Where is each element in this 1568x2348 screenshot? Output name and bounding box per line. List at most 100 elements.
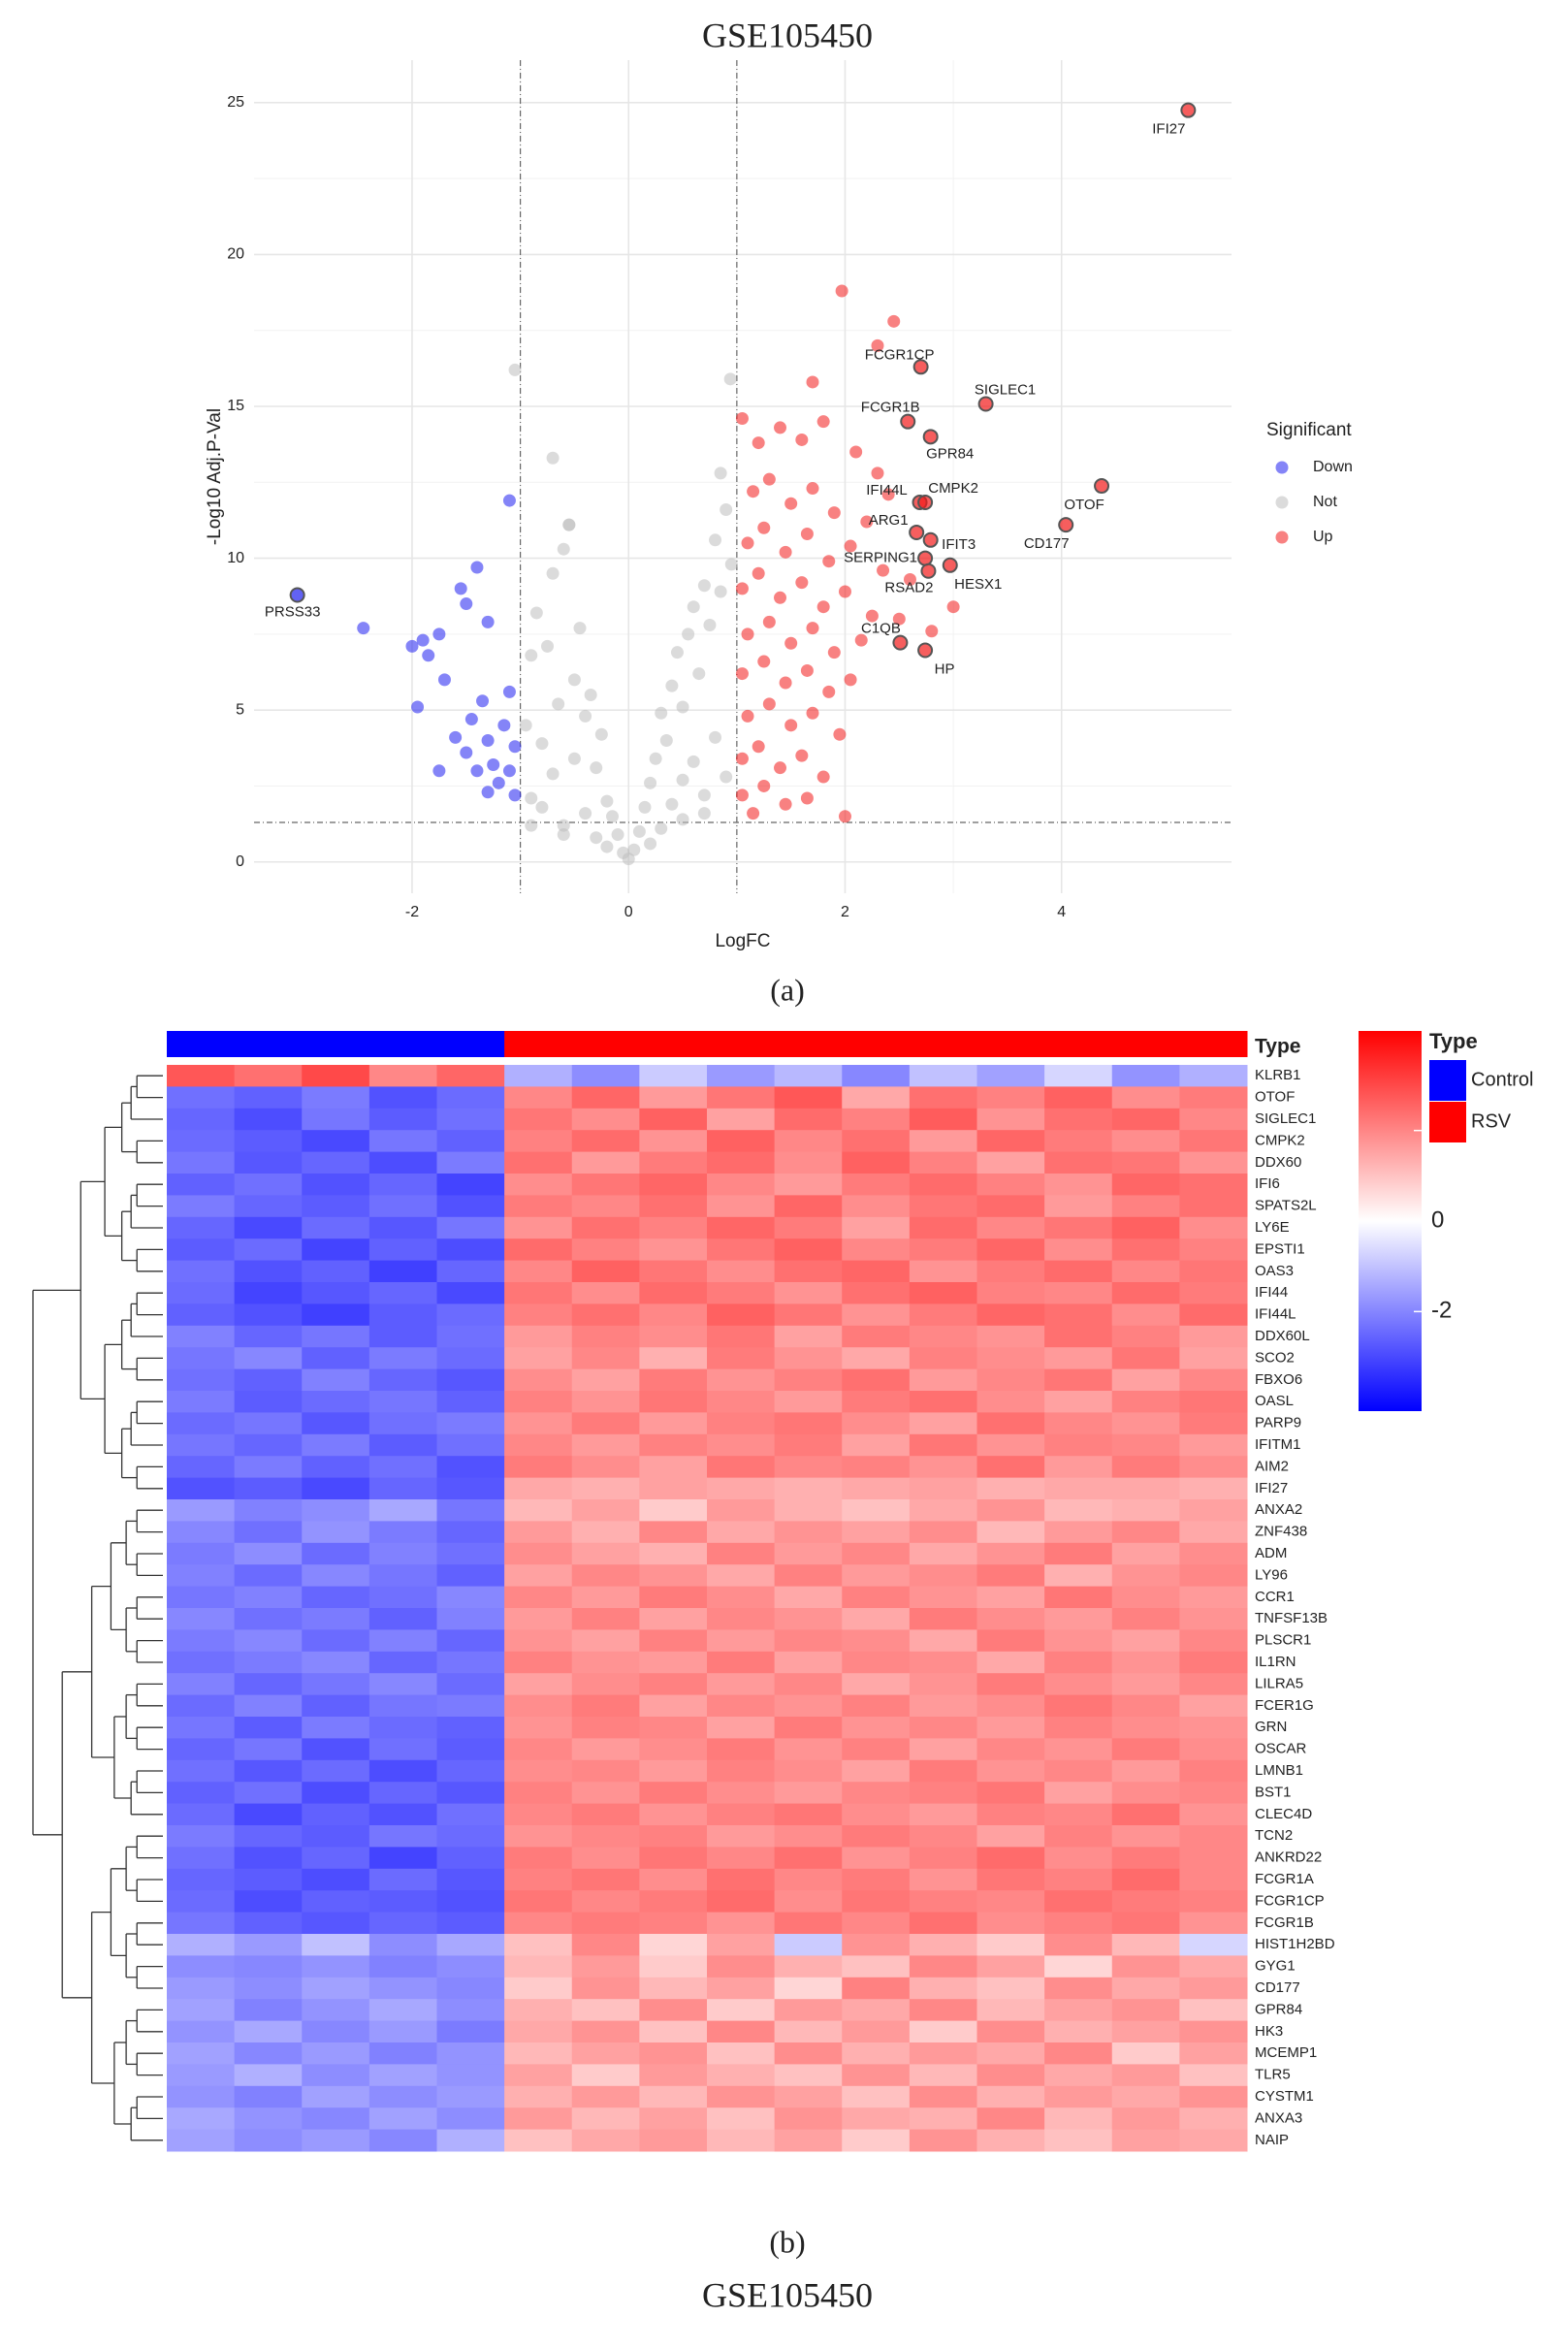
heatmap-cell (368, 1216, 437, 1239)
heatmap-cell (1044, 1651, 1113, 1674)
highlight-point (892, 634, 909, 651)
heatmap-cell (842, 1130, 911, 1153)
heatmap-cell (234, 1499, 303, 1522)
heatmap-cell (504, 1694, 573, 1718)
heatmap-cell (1044, 1238, 1113, 1262)
heatmap-cell (1044, 1694, 1113, 1718)
heatmap-cell (1044, 2064, 1113, 2087)
point (741, 536, 754, 550)
heatmap-cell (368, 1325, 437, 1348)
heatmap-cell (1044, 1260, 1113, 1283)
heatmap-cell (1179, 1782, 1248, 1805)
point (687, 600, 700, 614)
heatmap-cell (842, 1391, 911, 1413)
gene-label: ANKRD22 (1255, 1849, 1322, 1866)
heatmap-cell (842, 1999, 911, 2022)
heatmap-cell (368, 2064, 437, 2087)
heatmap-cell (842, 1977, 911, 2000)
heatmap-cell (639, 1564, 708, 1588)
heatmap-cell (842, 1738, 911, 1761)
heatmap-cell (368, 1542, 437, 1565)
heatmap-cell (234, 1825, 303, 1848)
heatmap-cell (639, 1065, 708, 1087)
heatmap-cell (842, 1803, 911, 1826)
heatmap-cell (707, 1955, 776, 1978)
heatmap-cell (1111, 1325, 1180, 1348)
gene-label: FCGR1B (1255, 1914, 1314, 1931)
heatmap-cell (976, 1477, 1045, 1500)
heatmap-cell (842, 1108, 911, 1131)
heatmap-cell (639, 1433, 708, 1457)
heatmap-cell (368, 1717, 437, 1739)
heatmap-cell (368, 1999, 437, 2022)
heatmap-cell (976, 1629, 1045, 1653)
heatmap-cell (909, 1195, 977, 1218)
heatmap-cell (1179, 1347, 1248, 1370)
highlight-point (912, 359, 929, 375)
heatmap-cell (436, 1629, 505, 1653)
heatmap-cell (1111, 2042, 1180, 2065)
heatmap-cell (167, 1934, 236, 1956)
heatmap-cell (639, 1238, 708, 1262)
heatmap-cell (639, 1694, 708, 1718)
heatmap-cell (368, 1282, 437, 1304)
heatmap-cell (909, 1174, 977, 1196)
heatmap-cell (1044, 1868, 1113, 1891)
heatmap-cell (976, 1586, 1045, 1609)
legend-swatch (1429, 1102, 1466, 1142)
heatmap-cell (234, 1325, 303, 1348)
highlight-point (942, 557, 958, 573)
heatmap-cell (302, 1977, 370, 2000)
point (687, 755, 700, 768)
heatmap-cell (1111, 1260, 1180, 1283)
heatmap-cell (302, 1065, 370, 1087)
heatmap-cell (436, 1651, 505, 1674)
heatmap-cell (571, 1868, 640, 1891)
heatmap-cell (976, 1174, 1045, 1196)
heatmap-cell (302, 1108, 370, 1131)
heatmap-cell (571, 2064, 640, 2087)
point (946, 600, 960, 614)
heatmap-cell (368, 1347, 437, 1370)
heatmap-cell (1044, 1391, 1113, 1413)
type-bar (842, 1031, 911, 1057)
heatmap-cell (1111, 1216, 1180, 1239)
heatmap-cell (774, 1130, 843, 1153)
heatmap-cell (976, 1325, 1045, 1348)
heatmap-cell (1111, 1238, 1180, 1262)
heatmap-cell (571, 1717, 640, 1739)
point (827, 646, 841, 659)
heatmap-cell (436, 1673, 505, 1696)
heatmap-cell (1111, 1759, 1180, 1783)
point (567, 752, 581, 765)
heatmap-cell (504, 1955, 573, 1978)
heatmap-cell (436, 1912, 505, 1935)
heatmap-cell (504, 1130, 573, 1153)
heatmap-cell (976, 1521, 1045, 1544)
heatmap-cell (909, 1803, 977, 1826)
point (557, 819, 570, 832)
point (892, 612, 906, 626)
gene-label: EPSTI1 (1255, 1240, 1305, 1257)
legend-title: Type (1429, 1029, 1478, 1053)
heatmap-cell (302, 1174, 370, 1196)
point (741, 709, 754, 723)
heatmap-cell (707, 2064, 776, 2087)
point (887, 314, 901, 328)
point (806, 482, 819, 496)
heatmap-cell (976, 1717, 1045, 1739)
heatmap-cell (234, 1847, 303, 1870)
heatmap-cell (1111, 1499, 1180, 1522)
heatmap-cell (1179, 1803, 1248, 1826)
heatmap-cell (1044, 1912, 1113, 1935)
heatmap-cell (234, 1673, 303, 1696)
heatmap-cell (436, 1738, 505, 1761)
heatmap-cell (1111, 1934, 1180, 1956)
heatmap-cell (976, 1260, 1045, 1283)
heatmap-cell (1179, 1456, 1248, 1479)
heatmap-cell (436, 1847, 505, 1870)
heatmap-cell (774, 1651, 843, 1674)
heatmap-cell (436, 1260, 505, 1283)
point (416, 633, 430, 647)
type-bar (639, 1031, 708, 1057)
